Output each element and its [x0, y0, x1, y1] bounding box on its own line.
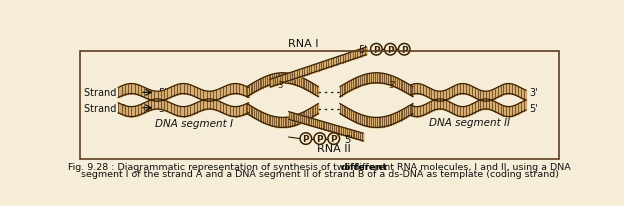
Circle shape — [399, 44, 410, 56]
Text: Strand B: Strand B — [84, 103, 127, 113]
Text: 3': 3' — [529, 88, 538, 98]
Text: P: P — [401, 46, 407, 54]
Text: 5': 5' — [529, 103, 538, 113]
Text: DNA segment I: DNA segment I — [155, 119, 233, 129]
Text: 3': 3' — [158, 103, 167, 113]
Text: different: different — [340, 162, 388, 171]
Text: segment I of the strand A and a DNA segment II of strand B of a ds-DNA as templa: segment I of the strand A and a DNA segm… — [80, 170, 559, 179]
Text: 5': 5' — [358, 45, 367, 55]
Text: 5': 5' — [158, 88, 167, 98]
Text: P: P — [387, 46, 394, 54]
Text: P: P — [373, 46, 379, 54]
Text: 5': 5' — [344, 134, 353, 144]
Circle shape — [328, 133, 339, 145]
Text: DNA segment II: DNA segment II — [429, 117, 510, 127]
Text: Fig. 9.28 : Diagrammatic representation of synthesis of two different RNA molecu: Fig. 9.28 : Diagrammatic representation … — [69, 162, 571, 171]
Circle shape — [314, 133, 326, 145]
Text: P: P — [331, 135, 337, 143]
Circle shape — [371, 44, 382, 56]
Text: RNA II: RNA II — [317, 143, 351, 153]
Text: Strand A: Strand A — [84, 88, 126, 98]
Text: P: P — [303, 135, 309, 143]
Circle shape — [300, 133, 311, 145]
Circle shape — [384, 44, 396, 56]
Text: P: P — [316, 135, 323, 143]
Text: 3': 3' — [388, 81, 396, 90]
Text: RNA I: RNA I — [288, 39, 318, 49]
Text: 3': 3' — [277, 81, 285, 90]
